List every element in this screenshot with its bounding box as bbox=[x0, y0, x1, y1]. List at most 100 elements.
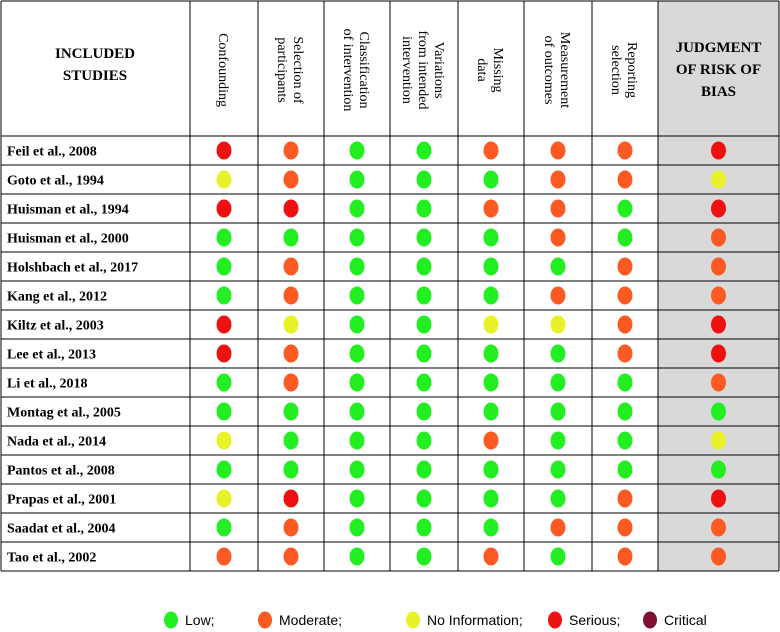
rating-dot bbox=[416, 547, 432, 566]
study-name: Saadat et al., 2004 bbox=[7, 522, 116, 537]
rating-dot bbox=[416, 489, 432, 508]
judgment-dot bbox=[711, 315, 726, 334]
rating-dot bbox=[617, 199, 633, 218]
rating-dot bbox=[550, 547, 566, 566]
rating-dot bbox=[550, 286, 566, 305]
rating-dot bbox=[349, 141, 365, 160]
rating-dot bbox=[349, 431, 365, 450]
rating-dot bbox=[483, 547, 499, 566]
rating-dot bbox=[349, 344, 365, 363]
judgment-dot bbox=[711, 170, 726, 189]
judgment-header-line: JUDGMENT bbox=[676, 40, 762, 56]
rating-dot bbox=[283, 518, 299, 537]
rating-dot bbox=[617, 141, 633, 160]
rating-dot bbox=[349, 228, 365, 247]
legend-label: Serious; bbox=[569, 612, 620, 628]
column-header-line: Variations bbox=[431, 42, 446, 99]
rating-dot bbox=[283, 373, 299, 392]
rating-dot bbox=[483, 286, 499, 305]
rating-dot bbox=[416, 286, 432, 305]
rating-dot bbox=[550, 141, 566, 160]
legend-label: No Information; bbox=[427, 612, 523, 628]
rating-dot bbox=[550, 489, 566, 508]
rating-dot bbox=[416, 170, 432, 189]
column-header: Classificationof intervention bbox=[340, 29, 371, 112]
rating-dot bbox=[416, 141, 432, 160]
column-header: Measurementof outcomes bbox=[541, 32, 572, 108]
study-name: Feil et al., 2008 bbox=[7, 145, 97, 160]
study-name: Montag et al., 2005 bbox=[7, 406, 121, 421]
study-name: Tao et al., 2002 bbox=[7, 551, 96, 566]
column-header-line: participants bbox=[274, 37, 289, 102]
rating-dot bbox=[283, 315, 299, 334]
study-name: Kang et al., 2012 bbox=[7, 290, 107, 305]
rating-dot bbox=[550, 315, 566, 334]
rating-dot bbox=[283, 199, 299, 218]
rating-dot bbox=[349, 489, 365, 508]
rating-dot bbox=[550, 199, 566, 218]
legend-dot bbox=[258, 611, 272, 629]
rating-dot bbox=[483, 228, 499, 247]
rating-dot bbox=[617, 170, 633, 189]
rating-dot bbox=[216, 547, 232, 566]
rating-dot bbox=[416, 228, 432, 247]
rating-dot bbox=[550, 518, 566, 537]
column-header-line: of outcomes bbox=[541, 36, 556, 105]
rating-dot bbox=[617, 315, 633, 334]
rating-dot bbox=[416, 315, 432, 334]
study-name: Li et al., 2018 bbox=[7, 377, 88, 392]
column-header-line: Reporting bbox=[624, 42, 639, 98]
rating-dot bbox=[216, 489, 232, 508]
judgment-dot bbox=[711, 489, 726, 508]
rating-dot bbox=[617, 402, 633, 421]
rating-dot bbox=[216, 518, 232, 537]
column-header: Variationsfrom intendedintervention bbox=[399, 31, 446, 110]
rating-dot bbox=[550, 402, 566, 421]
legend-label: Moderate; bbox=[279, 612, 342, 628]
rating-dot bbox=[283, 170, 299, 189]
rating-dot bbox=[349, 518, 365, 537]
rating-dot bbox=[617, 431, 633, 450]
rating-dot bbox=[283, 286, 299, 305]
judgment-dot bbox=[711, 344, 726, 363]
rating-dot bbox=[216, 431, 232, 450]
rating-dot bbox=[283, 489, 299, 508]
judgment-header-line: BIAS bbox=[701, 84, 736, 100]
column-header-line: selection bbox=[608, 45, 623, 95]
column-header-line: Measurement bbox=[557, 32, 572, 108]
header-line: STUDIES bbox=[63, 68, 127, 84]
rating-dot bbox=[349, 199, 365, 218]
rating-dot bbox=[483, 489, 499, 508]
rating-dot bbox=[550, 170, 566, 189]
judgment-dot bbox=[711, 518, 726, 537]
judgment-dot bbox=[711, 199, 726, 218]
rating-dot bbox=[283, 431, 299, 450]
rating-dot bbox=[283, 344, 299, 363]
rating-dot bbox=[216, 315, 232, 334]
rating-dot bbox=[283, 228, 299, 247]
rating-dot bbox=[349, 460, 365, 479]
judgment-dot bbox=[711, 547, 726, 566]
rating-dot bbox=[349, 547, 365, 566]
judgment-dot bbox=[711, 460, 726, 479]
legend-label: Low; bbox=[185, 612, 215, 628]
rating-dot bbox=[349, 402, 365, 421]
rating-dot bbox=[617, 228, 633, 247]
column-header-line: Classification bbox=[356, 32, 371, 109]
rating-dot bbox=[617, 547, 633, 566]
rating-dot bbox=[617, 344, 633, 363]
column-header-line: data bbox=[474, 58, 489, 82]
rating-dot bbox=[283, 141, 299, 160]
rating-dot bbox=[483, 460, 499, 479]
rating-dot bbox=[550, 431, 566, 450]
column-header: Confounding bbox=[215, 33, 230, 107]
study-name: Pantos et al., 2008 bbox=[7, 464, 115, 479]
rating-dot bbox=[216, 373, 232, 392]
included-studies-header: INCLUDED STUDIES bbox=[55, 46, 135, 84]
column-header: Selection ofparticipants bbox=[274, 36, 305, 104]
rating-dot bbox=[617, 518, 633, 537]
judgment-dot bbox=[711, 228, 726, 247]
rating-dot bbox=[216, 286, 232, 305]
column-header-line: intervention bbox=[399, 36, 414, 104]
column-header: Missingdata bbox=[474, 47, 505, 92]
